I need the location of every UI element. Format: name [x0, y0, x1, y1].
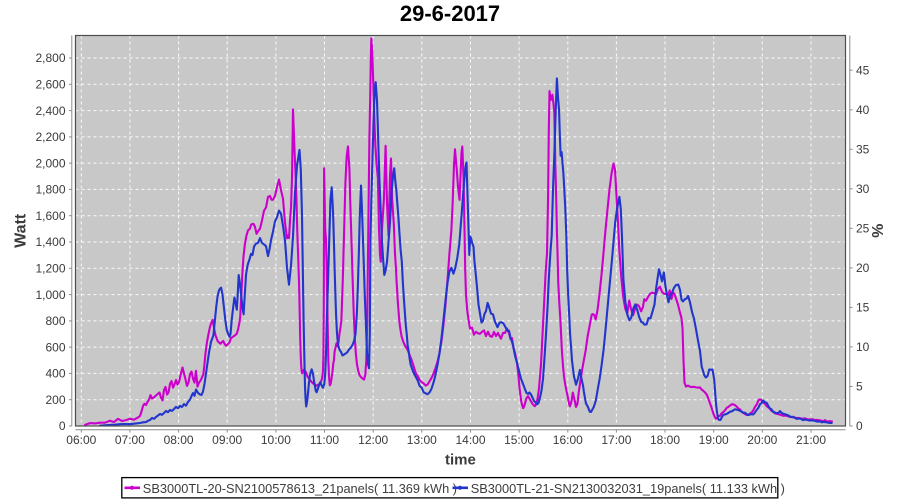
- svg-text:16:00: 16:00: [553, 433, 583, 447]
- svg-text:2,600: 2,600: [35, 78, 65, 92]
- svg-text:35: 35: [856, 143, 870, 157]
- svg-text:2,000: 2,000: [35, 156, 65, 170]
- svg-text:15:00: 15:00: [504, 433, 534, 447]
- svg-text:30: 30: [856, 182, 870, 196]
- svg-text:200: 200: [45, 393, 65, 407]
- svg-text:20: 20: [856, 261, 870, 275]
- svg-text:5: 5: [856, 380, 863, 394]
- svg-text:1,400: 1,400: [35, 235, 65, 249]
- svg-text:1,800: 1,800: [35, 183, 65, 197]
- svg-text:13:00: 13:00: [407, 433, 437, 447]
- svg-text:2,400: 2,400: [35, 104, 65, 118]
- svg-text:09:00: 09:00: [212, 433, 242, 447]
- svg-text:SB3000TL-20-SN2100578613_21pan: SB3000TL-20-SN2100578613_21panels( 11.36…: [143, 481, 457, 496]
- svg-text:12:00: 12:00: [358, 433, 388, 447]
- svg-text:19:00: 19:00: [699, 433, 729, 447]
- svg-text:21:00: 21:00: [796, 433, 826, 447]
- svg-text:17:00: 17:00: [601, 433, 631, 447]
- svg-text:40: 40: [856, 103, 870, 117]
- svg-text:2,800: 2,800: [35, 51, 65, 65]
- svg-text:SB3000TL-21-SN2130032031_19pan: SB3000TL-21-SN2130032031_19panels( 11.13…: [471, 481, 785, 496]
- svg-text:08:00: 08:00: [164, 433, 194, 447]
- svg-text:2,200: 2,200: [35, 130, 65, 144]
- svg-text:1,000: 1,000: [35, 288, 65, 302]
- svg-text:time: time: [445, 452, 476, 469]
- svg-text:10:00: 10:00: [261, 433, 291, 447]
- svg-text:29-6-2017: 29-6-2017: [400, 1, 500, 26]
- svg-text:800: 800: [45, 314, 65, 328]
- svg-text:18:00: 18:00: [650, 433, 680, 447]
- svg-text:06:00: 06:00: [66, 433, 96, 447]
- svg-text:15: 15: [856, 301, 870, 315]
- svg-text:20:00: 20:00: [747, 433, 777, 447]
- svg-text:25: 25: [856, 222, 870, 236]
- svg-text:Watt: Watt: [13, 213, 30, 248]
- svg-text:14:00: 14:00: [455, 433, 485, 447]
- svg-text:0: 0: [59, 419, 66, 433]
- svg-text:07:00: 07:00: [115, 433, 145, 447]
- svg-text:%: %: [868, 224, 885, 238]
- svg-text:600: 600: [45, 340, 65, 354]
- svg-text:11:00: 11:00: [310, 433, 339, 447]
- svg-text:1,200: 1,200: [35, 262, 65, 276]
- svg-text:1,600: 1,600: [35, 209, 65, 223]
- svg-text:0: 0: [856, 419, 863, 433]
- svg-text:10: 10: [856, 340, 870, 354]
- svg-text:400: 400: [45, 367, 65, 381]
- svg-text:45: 45: [856, 63, 870, 77]
